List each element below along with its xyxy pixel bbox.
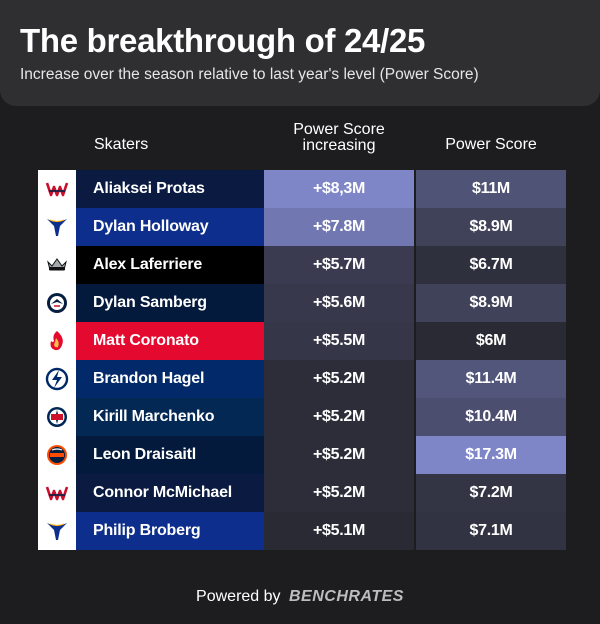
- skater-name-cell: Dylan Samberg: [76, 284, 264, 322]
- increase-cell: +$8,3M: [264, 170, 414, 208]
- increase-cell: +$7.8M: [264, 208, 414, 246]
- blue-jackets-logo-icon: [38, 398, 76, 436]
- skater-name: Connor McMichael: [93, 484, 233, 501]
- skater-name: Kirill Marchenko: [93, 408, 215, 425]
- table-row: Connor McMichael +$5.2M $7.2M: [38, 474, 568, 512]
- blues-logo-icon: [38, 512, 76, 550]
- column-header-increase: Power Score increasing: [264, 122, 414, 154]
- skater-name-cell: Kirill Marchenko: [76, 398, 264, 436]
- chart-title: The breakthrough of 24/25: [20, 22, 426, 59]
- table-row: Dylan Holloway +$7.8M $8.9M: [38, 208, 568, 246]
- score-cell: $11M: [416, 170, 566, 208]
- header-panel: The breakthrough of 24/25 Increase over …: [0, 0, 600, 106]
- skater-name: Philip Broberg: [93, 522, 201, 539]
- skater-name-cell: Philip Broberg: [76, 512, 264, 550]
- skater-name-cell: Aliaksei Protas: [76, 170, 264, 208]
- increase-cell: +$5.6M: [264, 284, 414, 322]
- table-row: Dylan Samberg +$5.6M $8.9M: [38, 284, 568, 322]
- capitals-logo-icon: [38, 474, 76, 512]
- jets-logo-icon: [38, 284, 76, 322]
- score-cell: $7.2M: [416, 474, 566, 512]
- score-cell: $8.9M: [416, 208, 566, 246]
- skater-name: Leon Draisaitl: [93, 446, 197, 463]
- skater-name: Dylan Holloway: [93, 218, 209, 235]
- footer-prefix: Powered by: [196, 588, 281, 605]
- capitals-logo-icon: [38, 170, 76, 208]
- skater-name-cell: Matt Coronato: [76, 322, 264, 360]
- increase-cell: +$5.2M: [264, 398, 414, 436]
- lightning-logo-icon: [38, 360, 76, 398]
- table-row: Brandon Hagel +$5.2M $11.4M: [38, 360, 568, 398]
- flames-logo-icon: [38, 322, 76, 360]
- table-row: Matt Coronato +$5.5M $6M: [38, 322, 568, 360]
- blues-logo-icon: [38, 208, 76, 246]
- increase-cell: +$5.5M: [264, 322, 414, 360]
- skater-name-cell: Dylan Holloway: [76, 208, 264, 246]
- score-cell: $8.9M: [416, 284, 566, 322]
- skater-name-cell: Alex Laferriere: [76, 246, 264, 284]
- kings-logo-icon: [38, 246, 76, 284]
- column-header-score: Power Score: [445, 136, 537, 153]
- score-cell: $6.7M: [416, 246, 566, 284]
- table-row: Philip Broberg +$5.1M $7.1M: [38, 512, 568, 550]
- chart-subtitle: Increase over the season relative to las…: [20, 66, 479, 83]
- skater-name-cell: Connor McMichael: [76, 474, 264, 512]
- score-cell: $17.3M: [416, 436, 566, 474]
- column-header-increase-line1: Power Score: [293, 121, 385, 138]
- footer: Powered by BENCHRATES: [0, 588, 600, 606]
- skater-name: Dylan Samberg: [93, 294, 207, 311]
- table-row: Leon Draisaitl +$5.2M $17.3M: [38, 436, 568, 474]
- table-row: Aliaksei Protas +$8,3M $11M: [38, 170, 568, 208]
- score-cell: $11.4M: [416, 360, 566, 398]
- score-cell: $6M: [416, 322, 566, 360]
- skater-name: Matt Coronato: [93, 332, 199, 349]
- increase-cell: +$5.2M: [264, 360, 414, 398]
- skater-name-cell: Leon Draisaitl: [76, 436, 264, 474]
- increase-cell: +$5.2M: [264, 474, 414, 512]
- table-row: Alex Laferriere +$5.7M $6.7M: [38, 246, 568, 284]
- skater-name: Aliaksei Protas: [93, 180, 205, 197]
- oilers-logo-icon: [38, 436, 76, 474]
- increase-cell: +$5.2M: [264, 436, 414, 474]
- skater-name: Brandon Hagel: [93, 370, 205, 387]
- score-cell: $7.1M: [416, 512, 566, 550]
- column-header-increase-line2: increasing: [302, 137, 376, 154]
- score-cell: $10.4M: [416, 398, 566, 436]
- footer-brand: BENCHRATES: [289, 588, 404, 605]
- column-header-skaters: Skaters: [94, 136, 149, 153]
- skater-name-cell: Brandon Hagel: [76, 360, 264, 398]
- skater-name: Alex Laferriere: [93, 256, 203, 273]
- increase-cell: +$5.1M: [264, 512, 414, 550]
- increase-cell: +$5.7M: [264, 246, 414, 284]
- table-row: Kirill Marchenko +$5.2M $10.4M: [38, 398, 568, 436]
